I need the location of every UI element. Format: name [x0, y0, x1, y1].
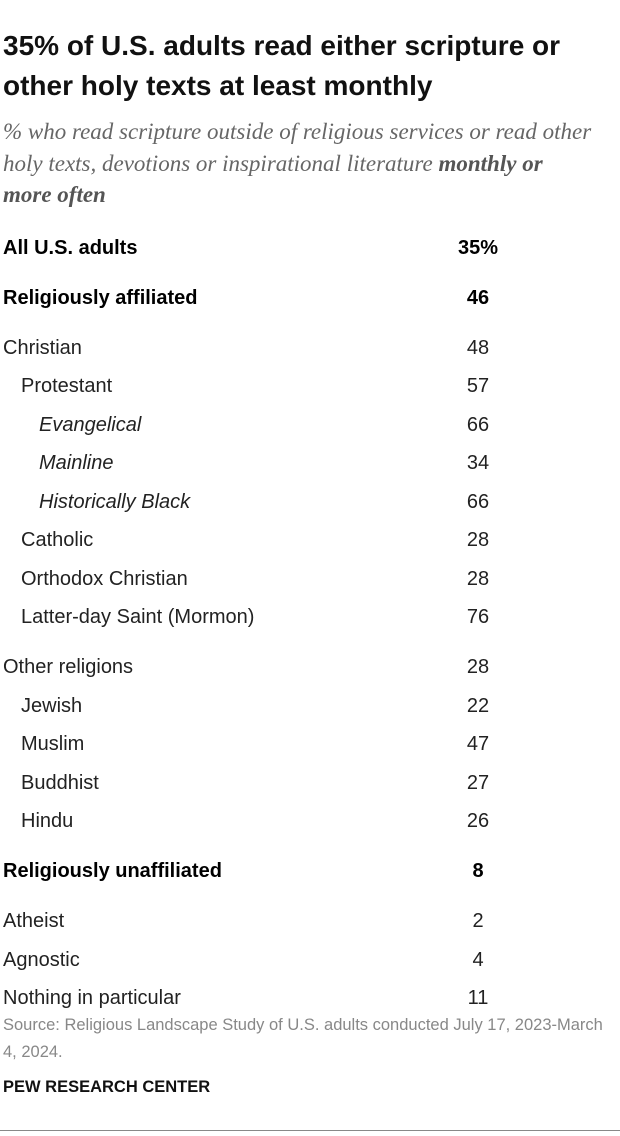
row-value: 46 [466, 286, 490, 309]
row-value: 27 [466, 771, 490, 794]
row-value: 28 [466, 656, 490, 679]
row-label: Hindu [21, 810, 74, 833]
row-group: Atheist 2 Agnostic 4 Nothing in particular 11 [0, 903, 620, 1019]
row-value: 4 [472, 948, 484, 971]
row-value: 22 [466, 694, 490, 717]
source: Source: Religious Landscape Study of U.S… [3, 1016, 603, 1061]
table-row: Jewish 22 [0, 687, 620, 726]
table-row: Hindu 26 [0, 803, 620, 842]
row-value: 35% [457, 236, 499, 259]
table-row: All U.S. adults 35% [0, 229, 620, 268]
row-value: 47 [466, 733, 490, 756]
table: All U.S. adults 35% Religiously affiliated… [0, 229, 620, 1030]
row-label: Atheist [3, 910, 65, 933]
organization: PEW RESEARCH CENTER [3, 1078, 211, 1096]
row-label: Nothing in particular [3, 987, 181, 1010]
row-label: Latter-day Saint (Mormon) [21, 606, 255, 629]
row-value: 28 [466, 567, 490, 590]
table-row: Evangelical 66 [0, 406, 620, 445]
table-row: Muslim 47 [0, 726, 620, 765]
row-value: 48 [466, 336, 490, 359]
row-group: Religiously unaffiliated 8 [0, 853, 620, 892]
row-value: 57 [466, 375, 490, 398]
row-group: Christian 48 Protestant 57 Evangelical 66 Main… [0, 329, 620, 637]
row-value: 66 [466, 413, 490, 436]
row-label: All U.S. adults [3, 236, 138, 259]
table-row: Religiously unaffiliated 8 [0, 853, 620, 892]
table-row: Buddhist 27 [0, 764, 620, 803]
row-label: Jewish [21, 694, 83, 717]
row-value: 66 [466, 490, 490, 513]
row-group: Other religions 28 Jewish 22 Muslim 47 Buddhis… [0, 649, 620, 842]
table-row: Christian 48 [0, 329, 620, 368]
bottom-rule [0, 1130, 620, 1131]
row-label: Muslim [21, 733, 85, 756]
row-value: 8 [472, 860, 484, 883]
table-row: Atheist 2 [0, 903, 620, 942]
row-label: Religiously affiliated [3, 286, 198, 309]
table-row: Religiously affiliated 46 [0, 279, 620, 318]
row-value: 76 [466, 606, 490, 629]
row-label: Buddhist [21, 771, 99, 794]
row-label: Agnostic [3, 948, 80, 971]
row-label: Orthodox Christian [21, 567, 188, 590]
row-label: Religiously unaffiliated [3, 860, 222, 883]
row-label: Historically Black [39, 490, 191, 513]
table-row: Mainline 34 [0, 445, 620, 484]
row-value: 26 [466, 810, 490, 833]
table-row: Catholic 28 [0, 522, 620, 561]
table-row: Orthodox Christian 28 [0, 560, 620, 599]
subtitle-emphasis: monthly or more often [3, 150, 543, 208]
subtitle: % who read scripture outside of religiou… [3, 116, 593, 211]
table-row: Protestant 57 [0, 368, 620, 407]
table-row: Latter-day Saint (Mormon) 76 [0, 599, 620, 638]
title: 35% of U.S. adults read either scripture… [3, 30, 561, 101]
row-label: Mainline [39, 452, 114, 475]
row-value: 2 [472, 910, 484, 933]
row-label: Evangelical [39, 413, 142, 436]
row-group: All U.S. adults 35% [0, 229, 620, 268]
table-row: Historically Black 66 [0, 483, 620, 522]
table-row: Other religions 28 [0, 649, 620, 688]
subtitle-text: % who read scripture outside of religiou… [3, 119, 592, 176]
row-label: Protestant [21, 375, 113, 398]
table-row: Nothing in particular 11 [0, 980, 620, 1019]
row-label: Other religions [3, 656, 134, 679]
row-label: Catholic [21, 529, 94, 552]
row-label: Christian [3, 336, 82, 359]
row-value: 11 [467, 987, 489, 1010]
row-group: Religiously affiliated 46 [0, 279, 620, 318]
row-value: 28 [466, 529, 490, 552]
table-row: Agnostic 4 [0, 941, 620, 980]
row-value: 34 [466, 452, 490, 475]
